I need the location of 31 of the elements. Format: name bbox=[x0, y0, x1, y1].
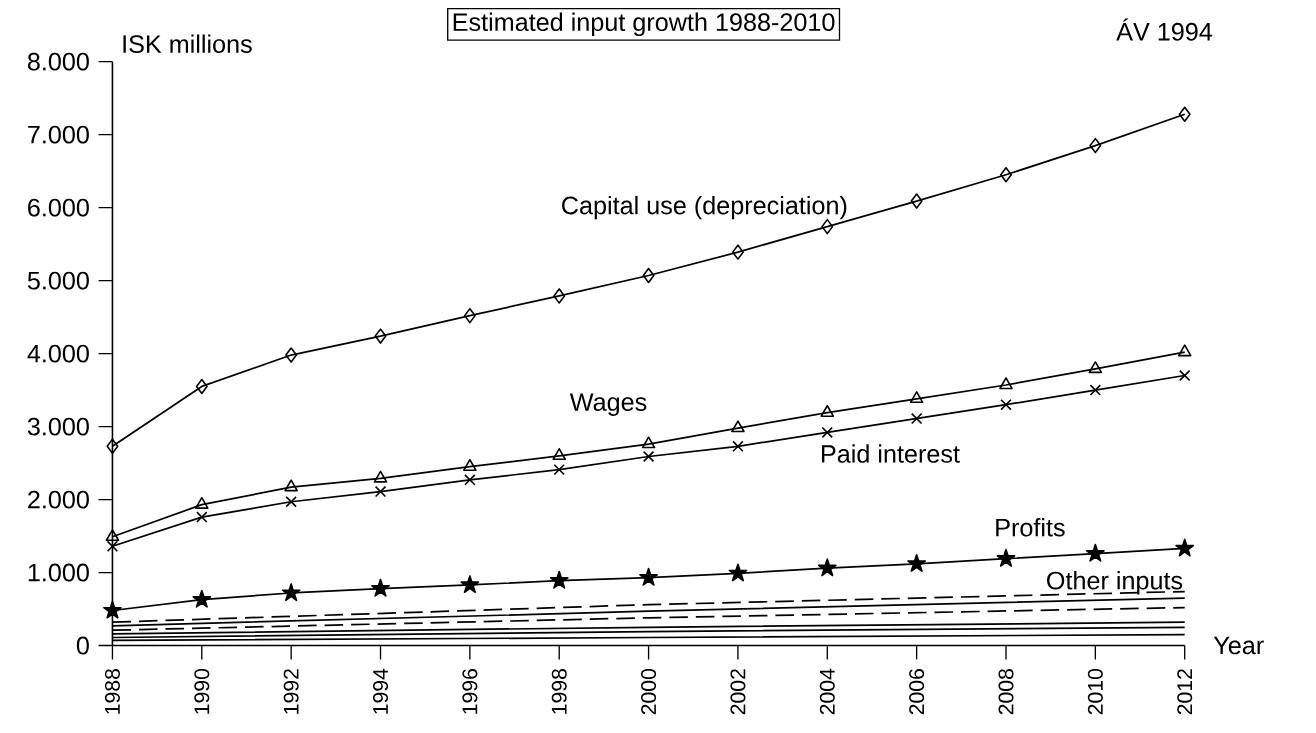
x-tick-label: 2008 bbox=[998, 669, 1014, 715]
y-tick-label: 5.000 bbox=[27, 271, 89, 290]
series-label: Capital use (depreciation) bbox=[562, 195, 847, 220]
y-tick-label: 3.000 bbox=[27, 417, 89, 436]
y-tick-label: 7.000 bbox=[28, 125, 89, 144]
chart-title: Estimated input growth 1988-2010 bbox=[453, 12, 835, 37]
x-tick-label: 1988 bbox=[104, 669, 120, 714]
x-tick-label: 2000 bbox=[641, 668, 657, 715]
y-tick-label: 4.000 bbox=[27, 344, 89, 363]
x-tick-label: 2004 bbox=[819, 668, 835, 715]
series-label: Profits bbox=[996, 518, 1065, 537]
y-tick-label: 2.000 bbox=[28, 490, 89, 509]
text: ÁV 1994 bbox=[1116, 18, 1213, 41]
y-tick-label: 6.000 bbox=[28, 198, 89, 217]
x-tick-label: 1990 bbox=[194, 668, 210, 714]
x-tick-label: 2010 bbox=[1087, 668, 1103, 715]
y-axis-title: ISK millions bbox=[123, 34, 252, 53]
y-tick-label: 0 bbox=[76, 636, 89, 655]
x-tick-label: 1996 bbox=[462, 669, 478, 714]
y-tick-label: 8.000 bbox=[27, 52, 89, 71]
series-label: Wages bbox=[569, 393, 647, 416]
y-tick-label: 1.000 bbox=[28, 563, 89, 582]
x-tick-label: 2002 bbox=[730, 669, 746, 715]
x-tick-label: 1994 bbox=[373, 668, 389, 714]
series-label: Other inputs bbox=[1047, 570, 1183, 595]
x-axis-title: Year bbox=[1213, 636, 1264, 655]
x-tick-label: 1992 bbox=[283, 669, 299, 714]
series-label: Paid interest bbox=[822, 444, 960, 463]
x-tick-label: 1998 bbox=[551, 669, 567, 714]
x-tick-label: 2006 bbox=[909, 669, 925, 715]
x-tick-label: 2012 bbox=[1177, 669, 1193, 715]
